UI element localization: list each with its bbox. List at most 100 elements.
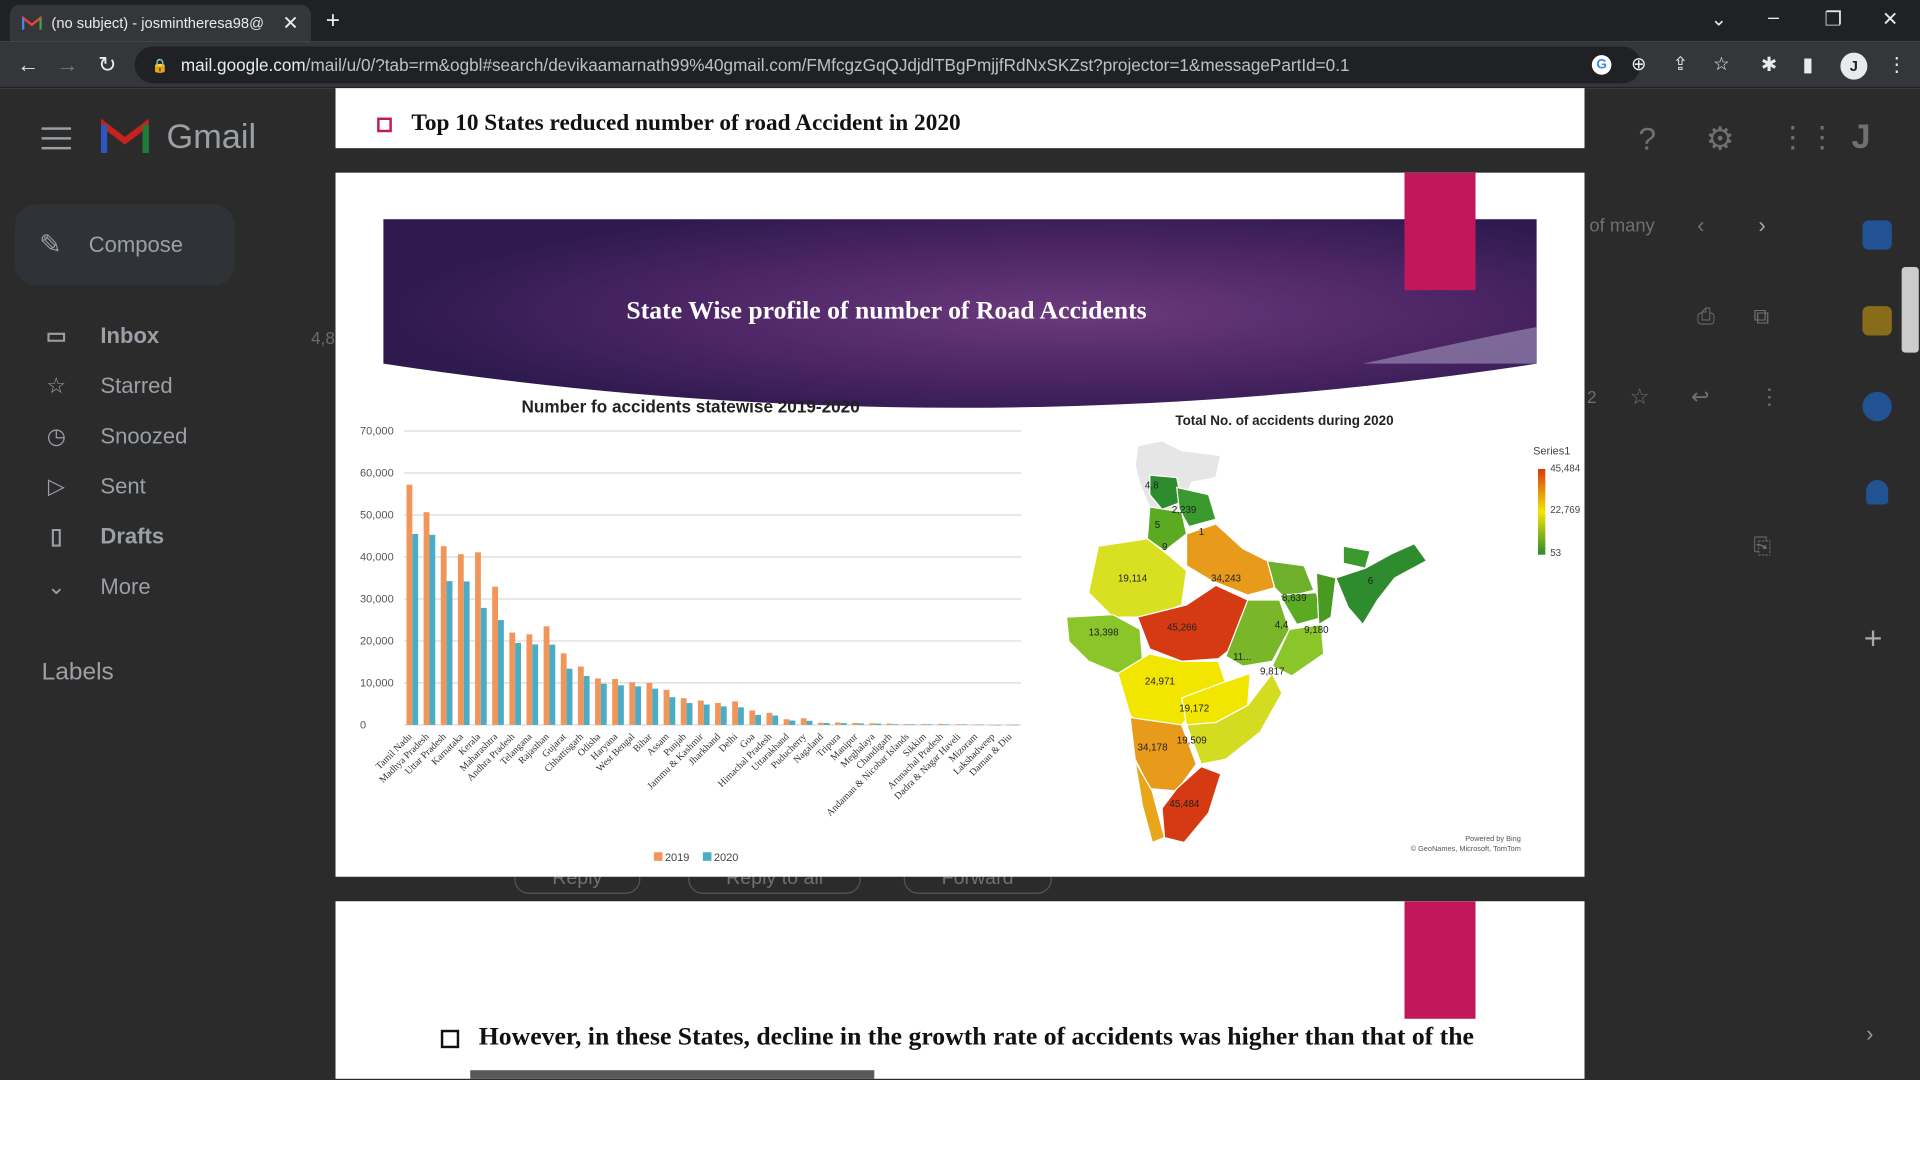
scrollbar-thumb[interactable]	[1901, 266, 1919, 353]
map-region-tamilnadu	[1161, 765, 1222, 844]
bar-2020	[875, 723, 882, 725]
apps-grid-icon[interactable]: ⋮⋮	[1777, 121, 1837, 155]
map-region-label: 19,172	[1179, 702, 1210, 714]
bar-2019	[852, 722, 859, 725]
sidebar-item-label: Drafts	[100, 524, 165, 549]
add-to-drive-icon[interactable]: ⎘	[1753, 533, 1772, 559]
bar-2019	[800, 718, 807, 725]
map-region-hp	[1149, 474, 1183, 511]
close-tab-icon[interactable]: ✕	[282, 13, 299, 35]
y-tick-label: 40,000	[360, 552, 394, 564]
bar-2019	[577, 666, 584, 725]
sidebar-item-snoozed[interactable]: ◷ Snoozed	[42, 424, 188, 450]
sidebar-item-sent[interactable]: ▷ Sent	[42, 474, 146, 500]
map-region-rajasthan	[1087, 538, 1188, 618]
bookmark-star-icon[interactable]: ☆	[1713, 53, 1730, 75]
accent-bar	[1404, 172, 1476, 291]
gmail-logo[interactable]: Gmail	[100, 118, 256, 157]
bullet-text: Top 10 States reduced number of road Acc…	[411, 110, 961, 136]
tasks-icon[interactable]	[1862, 391, 1892, 422]
legend-swatch-2019	[653, 852, 663, 861]
extensions-icon[interactable]: ✱	[1760, 55, 1778, 76]
bar-2020	[669, 697, 676, 725]
close-window-icon[interactable]: ✕	[1882, 9, 1899, 31]
bar-2020	[738, 707, 744, 725]
keep-icon[interactable]	[1862, 306, 1892, 336]
map-region-label: 13,398	[1088, 626, 1119, 638]
message-count: 2	[1586, 386, 1597, 407]
help-icon[interactable]: ?	[1638, 120, 1657, 157]
sidebar-item-label: Snoozed	[100, 423, 188, 449]
next-slide: However, in these States, decline in the…	[335, 901, 1585, 1079]
map-region-label: 9,180	[1304, 624, 1329, 636]
side-panel-icon[interactable]: ▮	[1802, 55, 1814, 76]
contacts-icon[interactable]	[1866, 480, 1889, 505]
expand-panel-icon[interactable]: ›	[1866, 1021, 1874, 1046]
map-region-label: 19,509	[1176, 734, 1207, 746]
bar-2019	[646, 682, 653, 725]
bar-2020	[412, 533, 419, 725]
open-new-window-icon[interactable]: ⧉	[1753, 303, 1770, 329]
bar-2020	[429, 534, 436, 725]
profile-avatar[interactable]: J	[1840, 52, 1868, 80]
bar-2019	[749, 710, 756, 725]
sidebar-item-label: Starred	[100, 373, 173, 398]
next-page-icon[interactable]: ›	[1758, 213, 1766, 238]
bar-2019	[475, 552, 481, 725]
sidebar-item-label: Inbox	[100, 323, 160, 348]
map-region-label: 19,114	[1117, 573, 1148, 585]
reload-icon[interactable]: ↻	[97, 52, 117, 78]
map-credit-line2: © GeoNames, Microsoft, TomTom	[1410, 846, 1521, 854]
more-options-icon[interactable]: ⋮	[1758, 384, 1781, 409]
bar-2019	[406, 484, 413, 725]
sidebar-item-drafts[interactable]: ▯ Drafts	[42, 524, 164, 550]
bar-2019	[423, 512, 430, 725]
get-addons-icon[interactable]: +	[1863, 619, 1883, 657]
bar-2020	[498, 620, 504, 725]
sidebar-item-more[interactable]: ⌄ More	[42, 574, 151, 600]
bar-2020	[943, 724, 950, 725]
map-legend-gradient	[1537, 468, 1546, 555]
new-tab-icon[interactable]: +	[325, 7, 341, 35]
print-icon[interactable]: ⎙	[1697, 303, 1715, 329]
account-avatar[interactable]: J	[1851, 117, 1871, 156]
calendar-icon[interactable]	[1862, 220, 1892, 250]
forward-icon[interactable]: →	[56, 52, 79, 78]
map-region-sikkim	[1342, 545, 1371, 569]
map-region-chhattisgarh	[1224, 599, 1291, 667]
bar-2020	[806, 720, 813, 725]
map-title: Total No. of accidents during 2020	[1175, 413, 1394, 429]
sidebar-item-starred[interactable]: ☆ Starred	[42, 373, 173, 399]
tab-search-icon[interactable]: ⌄	[1710, 9, 1728, 31]
bar-2020	[463, 581, 470, 725]
zoom-icon[interactable]: ⊕	[1631, 53, 1647, 75]
bar-2019	[663, 689, 670, 725]
restore-icon[interactable]: ❐	[1824, 9, 1843, 31]
browser-tab[interactable]: (no subject) - josmintheresa98@ ✕	[9, 4, 312, 42]
pencil-icon: ✎	[39, 228, 62, 260]
star-icon: ☆	[46, 373, 67, 398]
bar-2020	[755, 714, 762, 725]
prev-page-icon[interactable]: ‹	[1697, 213, 1705, 238]
minimize-icon[interactable]: –	[1768, 7, 1780, 29]
compose-button[interactable]: ✎ Compose	[14, 204, 236, 286]
gmail-logo-text: Gmail	[166, 117, 257, 156]
accent-bar	[1404, 901, 1476, 1019]
settings-gear-icon[interactable]: ⚙	[1705, 120, 1735, 157]
send-icon: ▷	[47, 473, 65, 499]
back-icon[interactable]: ←	[17, 52, 40, 78]
main-menu-icon[interactable]	[41, 127, 72, 150]
browser-menu-icon[interactable]: ⋮	[1886, 55, 1907, 76]
bar-2020	[720, 706, 727, 725]
address-bar[interactable]: 🔒 mail.google.com/mail/u/0/?tab=rm&ogbl#…	[134, 46, 1730, 84]
reply-icon[interactable]: ↩	[1691, 384, 1710, 409]
map-region-label: 2,239	[1171, 504, 1197, 516]
star-message-icon[interactable]: ☆	[1629, 384, 1650, 409]
share-icon[interactable]: ⇪	[1672, 53, 1689, 75]
bar-2020	[635, 686, 642, 725]
sidebar-item-inbox[interactable]: ▭ Inbox	[42, 323, 160, 349]
google-lens-icon[interactable]: G	[1591, 55, 1612, 75]
bar-2019	[543, 626, 550, 725]
y-tick-label: 30,000	[360, 594, 394, 606]
bar-2020	[840, 723, 847, 725]
